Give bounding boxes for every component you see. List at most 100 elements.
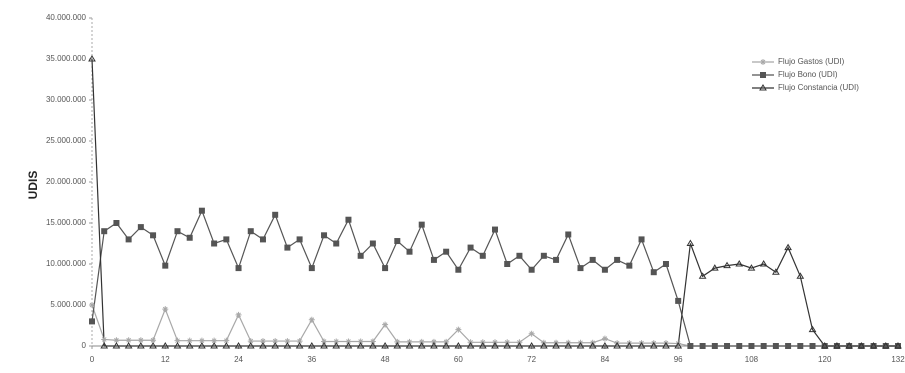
marker [576, 342, 585, 349]
marker [369, 240, 376, 247]
marker [356, 342, 365, 349]
legend-label: Flujo Constancia (UDI) [778, 83, 859, 92]
marker [492, 226, 498, 233]
marker [577, 265, 584, 272]
marker [565, 231, 572, 238]
legend-label: Flujo Bono (UDI) [778, 70, 838, 79]
marker [796, 272, 805, 279]
marker [247, 338, 254, 345]
marker [222, 342, 231, 349]
marker [198, 342, 206, 349]
marker [785, 343, 792, 349]
marker [540, 252, 547, 259]
marker [284, 338, 291, 345]
marker [124, 342, 133, 349]
marker [223, 337, 230, 344]
marker [296, 236, 303, 243]
marker [710, 264, 719, 271]
marker [527, 342, 536, 349]
marker [161, 342, 170, 349]
marker [272, 211, 279, 218]
marker [150, 337, 157, 344]
marker [210, 342, 219, 349]
marker [674, 342, 683, 349]
marker [418, 221, 425, 228]
marker [382, 265, 389, 272]
marker [174, 337, 181, 344]
marker [89, 302, 95, 308]
x-tick-label: 60 [454, 355, 463, 364]
marker [113, 337, 120, 344]
marker [588, 342, 597, 349]
marker [162, 306, 169, 313]
marker [820, 342, 829, 349]
marker [382, 321, 389, 328]
marker [430, 342, 438, 349]
marker [797, 343, 804, 349]
marker [601, 342, 609, 349]
marker [295, 342, 304, 349]
marker [723, 261, 731, 269]
marker [808, 325, 817, 333]
marker [100, 342, 109, 349]
marker [478, 342, 487, 349]
marker [211, 337, 218, 344]
x-tick-label: 72 [527, 355, 536, 364]
marker [137, 337, 144, 344]
marker [345, 216, 352, 223]
marker [759, 84, 767, 91]
marker [516, 252, 523, 259]
marker [149, 342, 157, 349]
marker [760, 343, 767, 349]
marker [613, 342, 622, 349]
marker [735, 260, 744, 267]
marker [809, 343, 816, 349]
marker [503, 342, 512, 349]
marker [857, 342, 866, 349]
marker [650, 269, 657, 276]
marker [198, 207, 205, 214]
marker [626, 262, 633, 269]
marker [686, 239, 695, 246]
marker [662, 342, 670, 349]
marker [394, 238, 401, 245]
marker [759, 260, 768, 267]
marker [332, 342, 341, 349]
marker [308, 316, 315, 323]
marker [589, 256, 596, 263]
x-tick-label: 48 [381, 355, 390, 364]
marker [614, 256, 621, 263]
marker [687, 343, 694, 349]
marker [845, 342, 854, 349]
marker [89, 318, 95, 325]
y-tick-label: 25.000.000 [46, 136, 87, 145]
marker [637, 342, 646, 349]
marker [333, 338, 340, 345]
marker [455, 326, 462, 333]
marker [724, 343, 731, 349]
marker [406, 248, 413, 255]
marker [662, 261, 669, 267]
marker [528, 266, 535, 273]
marker [272, 338, 279, 345]
marker [675, 297, 682, 304]
marker [455, 266, 462, 273]
y-axis-label: UDIS [26, 171, 40, 200]
marker [528, 330, 535, 337]
marker [186, 337, 193, 344]
marker [320, 342, 328, 349]
marker [772, 343, 779, 349]
marker [198, 337, 205, 344]
marker [211, 240, 218, 247]
x-tick-label: 84 [600, 355, 609, 364]
marker [869, 342, 878, 349]
y-tick-label: 0 [82, 341, 87, 350]
y-tick-label: 15.000.000 [46, 218, 87, 227]
marker [736, 343, 743, 349]
marker [296, 338, 303, 345]
y-tick-label: 30.000.000 [46, 95, 87, 104]
x-tick-label: 96 [674, 355, 683, 364]
y-tick-label: 10.000.000 [46, 259, 87, 268]
marker [699, 343, 706, 349]
marker [747, 264, 756, 271]
